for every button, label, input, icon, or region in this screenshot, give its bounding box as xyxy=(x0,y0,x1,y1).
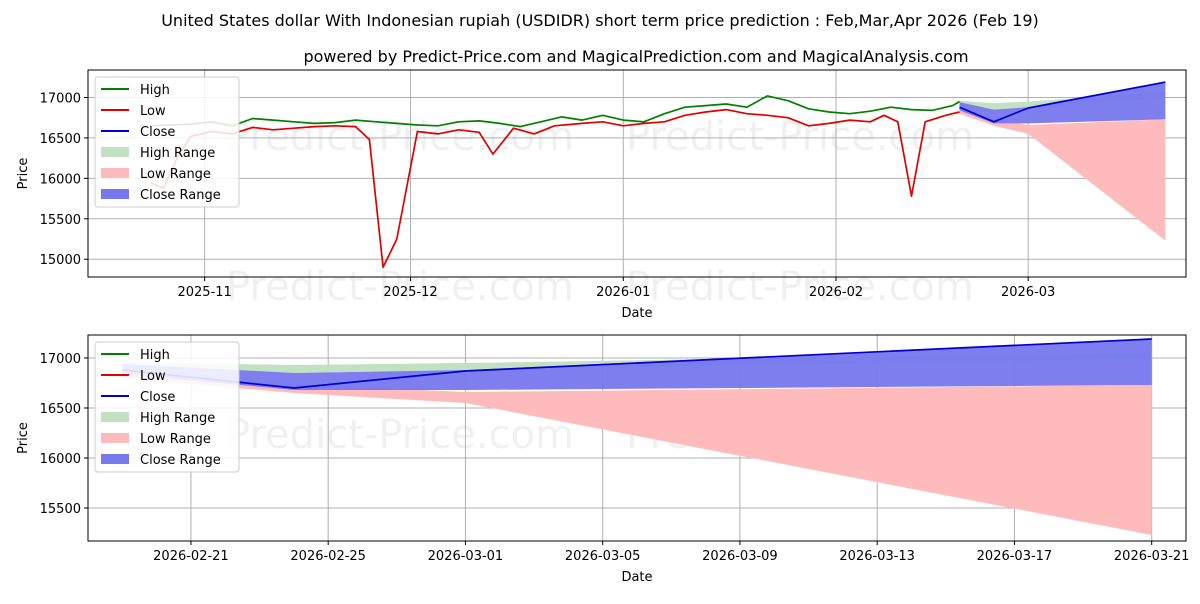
y-axis-label: Price xyxy=(16,422,31,454)
y-tick-label: 16000 xyxy=(40,452,81,467)
x-tick-label: 2025-11 xyxy=(177,285,231,300)
y-tick-label: 16000 xyxy=(40,172,81,187)
watermark-text: Predict-Price.com xyxy=(626,264,974,310)
chart-subtitle: powered by Predict-Price.com and Magical… xyxy=(303,47,968,66)
low-range-band xyxy=(122,374,1152,535)
x-axis-label: Date xyxy=(621,306,652,321)
plot-area xyxy=(88,70,1186,277)
x-tick-label: 2026-03-17 xyxy=(977,549,1053,564)
legend-label: Close xyxy=(140,390,175,405)
legend-label: Low Range xyxy=(140,167,211,182)
high-series-line xyxy=(149,95,960,128)
close-series-line xyxy=(959,81,1166,123)
y-tick-label: 15500 xyxy=(40,213,81,228)
x-tick-label: 2026-03-01 xyxy=(428,549,504,564)
legend-label: Close Range xyxy=(140,188,221,203)
legend-label: Close xyxy=(140,125,175,140)
y-tick-label: 16500 xyxy=(40,132,81,147)
x-tick-label: 2026-03-09 xyxy=(702,549,778,564)
history-panel: Predict-Price.com Predict-Price.comPredic… xyxy=(16,69,1187,321)
x-tick-label: 2026-03-05 xyxy=(565,549,641,564)
x-tick-label: 2026-02-25 xyxy=(290,549,366,564)
x-tick-label: 2026-01 xyxy=(596,285,650,300)
legend-label: High xyxy=(140,83,170,98)
x-tick-label: 2026-02 xyxy=(809,285,863,300)
legend-swatch-low-range xyxy=(101,168,129,178)
y-axis-label: Price xyxy=(16,158,31,190)
low-range-band xyxy=(959,110,1166,241)
legend-label: Close Range xyxy=(140,453,221,468)
chart-title: United States dollar With Indonesian rup… xyxy=(161,11,1039,30)
x-tick-label: 2026-03 xyxy=(1001,285,1055,300)
legend-label: Low Range xyxy=(140,432,211,447)
axes-frame xyxy=(87,334,1187,542)
x-tick-label: 2026-02-21 xyxy=(153,549,229,564)
legend-swatch-close-range xyxy=(101,189,129,199)
y-tick-label: 15500 xyxy=(40,502,81,517)
x-tick-label: 2026-03-21 xyxy=(1114,549,1190,564)
legend-label: Low xyxy=(140,369,166,384)
x-tick-label: 2025-12 xyxy=(383,285,437,300)
y-tick-label: 17000 xyxy=(40,352,81,367)
low-series-line xyxy=(149,108,960,269)
legend-label: High xyxy=(140,348,170,363)
legend-box xyxy=(94,341,240,473)
x-tick-label: 2026-03-13 xyxy=(839,549,915,564)
watermark-text: Predict-Price.com xyxy=(226,264,574,310)
legend-swatch-close-range xyxy=(101,454,129,464)
legend-swatch-low-range xyxy=(101,433,129,443)
x-axis-label: Date xyxy=(621,570,652,585)
legend-swatch-high-range xyxy=(101,147,129,157)
legend-swatch-high-range xyxy=(101,412,129,422)
legend-label: High Range xyxy=(140,411,215,426)
legend-box xyxy=(94,76,240,208)
forecast-panel: Predict-Price.comPredict-Price.com2026-0… xyxy=(16,334,1190,585)
legend-label: High Range xyxy=(140,146,215,161)
y-tick-label: 15000 xyxy=(40,253,81,268)
axes-frame xyxy=(87,69,1187,278)
y-tick-label: 16500 xyxy=(40,402,81,417)
legend-label: Low xyxy=(140,104,166,119)
watermark-text: Predict-Price.com xyxy=(226,412,574,458)
y-tick-label: 17000 xyxy=(40,91,81,106)
